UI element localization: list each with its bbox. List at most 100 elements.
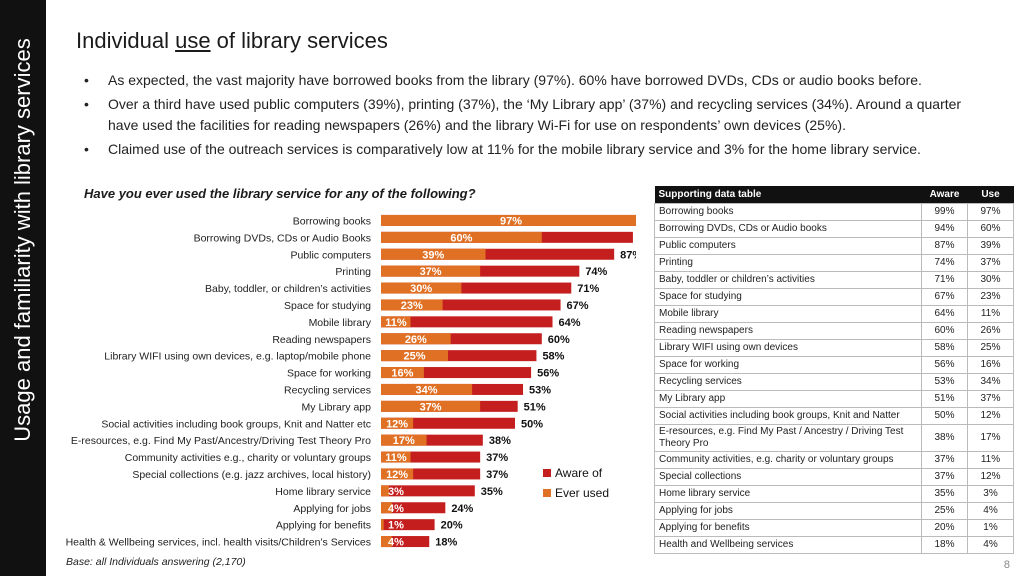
bar-used <box>381 316 411 328</box>
supporting-data-table: Supporting data table Aware Use Borrowin… <box>654 186 1014 554</box>
category-label: Applying for jobs <box>293 503 371 515</box>
table-row: Social activities including book groups,… <box>654 406 1014 425</box>
bar-aware <box>381 434 483 446</box>
table-row: Home library service 35% 3% <box>654 484 1014 503</box>
data-label-used: 17% <box>393 435 415 447</box>
bar-used <box>381 333 451 345</box>
data-label-used: 25% <box>403 351 425 363</box>
table-row: Space for working 56% 16% <box>654 355 1014 374</box>
table-cell-label: Health and Wellbeing services <box>654 535 922 554</box>
legend-item-aware: Aware of <box>543 466 609 480</box>
table-cell-aware: 53% <box>921 372 968 391</box>
data-label-used: 12% <box>386 469 408 481</box>
table-cell-label: Space for studying <box>654 287 922 306</box>
table-cell-aware: 25% <box>921 501 968 520</box>
bullet-item: As expected, the vast majority have borr… <box>84 70 984 91</box>
table-header-row: Supporting data table Aware Use <box>654 186 1014 203</box>
table-row: Library WIFI using own devices 58% 25% <box>654 338 1014 357</box>
data-label-used: 1% <box>388 520 404 532</box>
section-title: Usage and familiarity with library servi… <box>10 38 35 442</box>
data-label-used: 23% <box>401 300 423 312</box>
table-cell-aware: 38% <box>921 423 968 452</box>
category-label: Mobile library <box>309 317 372 329</box>
table-row: My Library app 51% 37% <box>654 389 1014 408</box>
data-label-aware: 24% <box>451 503 473 515</box>
data-label-aware: 87% <box>620 249 636 261</box>
bar-used <box>381 502 392 514</box>
legend-swatch-used <box>543 489 551 497</box>
category-label: E-resources, e.g. Find My Past/Ancestry/… <box>71 435 371 447</box>
table-cell-aware: 60% <box>921 321 968 340</box>
table-row: E-resources, e.g. Find My Past / Ancestr… <box>654 423 1014 452</box>
table-cell-use: 3% <box>967 484 1014 503</box>
legend-label-aware: Aware of <box>555 466 603 480</box>
bar-used <box>381 485 390 497</box>
category-label: Library WIFI using own devices, e.g. lap… <box>104 351 371 363</box>
table-cell-label: Recycling services <box>654 372 922 391</box>
table-row: Borrowing books 99% 97% <box>654 202 1014 221</box>
bar-aware <box>381 367 532 379</box>
table-header-use: Use <box>967 186 1014 203</box>
data-label-used: 34% <box>416 384 438 396</box>
data-label-used: 26% <box>405 334 427 346</box>
category-label: My Library app <box>302 401 372 413</box>
table-cell-use: 25% <box>967 338 1014 357</box>
category-label: Public computers <box>290 249 371 261</box>
table-row: Health and Wellbeing services 18% 4% <box>654 535 1014 554</box>
bar-aware <box>381 333 542 345</box>
data-label-used: 12% <box>386 418 408 430</box>
bar-used <box>381 451 411 463</box>
bar-used <box>381 350 448 362</box>
table-cell-use: 4% <box>967 501 1014 520</box>
data-label-aware: 20% <box>441 520 463 532</box>
data-label-used: 30% <box>410 283 432 295</box>
table-row: Public computers 87% 39% <box>654 236 1014 255</box>
title-pre: Individual <box>76 28 176 53</box>
table-cell-use: 60% <box>967 219 1014 238</box>
bar-aware <box>381 485 475 497</box>
category-label: Community activities e.g., charity or vo… <box>125 452 371 464</box>
title-underlined: use <box>175 28 211 53</box>
table-row: Special collections 37% 12% <box>654 467 1014 486</box>
bullet-item: Over a third have used public computers … <box>84 94 984 136</box>
base-note: Base: all Individuals answering (2,170) <box>66 556 246 568</box>
summary-bullets: As expected, the vast majority have borr… <box>84 70 984 163</box>
bar-aware <box>381 350 537 362</box>
category-label: Special collections (e.g. jazz archives,… <box>132 469 371 481</box>
bar-aware <box>381 536 430 548</box>
category-label: Applying for benefits <box>276 520 371 532</box>
bar-aware <box>381 451 481 463</box>
data-label-used: 11% <box>385 452 407 464</box>
side-band <box>0 0 46 576</box>
table-cell-use: 12% <box>967 406 1014 425</box>
table-cell-label: Space for working <box>654 355 922 374</box>
data-label-aware: 37% <box>486 469 508 481</box>
table-cell-use: 37% <box>967 253 1014 272</box>
data-label-used: 4% <box>388 537 404 549</box>
data-label-aware: 56% <box>537 368 559 380</box>
table-cell-use: 4% <box>967 535 1014 554</box>
table-cell-use: 37% <box>967 389 1014 408</box>
category-label: Baby, toddler, or children’s activities <box>205 283 371 295</box>
table-cell-label: Baby, toddler or children’s activities <box>654 270 922 289</box>
bar-aware <box>381 417 515 429</box>
table-cell-aware: 51% <box>921 389 968 408</box>
bar-used <box>381 248 486 260</box>
table-cell-aware: 20% <box>921 518 968 537</box>
table-cell-label: Library WIFI using own devices <box>654 338 922 357</box>
table-row: Recycling services 53% 34% <box>654 372 1014 391</box>
data-label-used: 37% <box>420 266 442 278</box>
table-cell-label: Reading newspapers <box>654 321 922 340</box>
category-label: Health & Wellbeing services, incl. healt… <box>66 537 371 549</box>
data-label-aware: 64% <box>559 317 581 329</box>
table-header-aware: Aware <box>921 186 968 203</box>
table-row: Mobile library 64% 11% <box>654 304 1014 323</box>
category-label: Borrowing books <box>293 215 371 227</box>
table-cell-aware: 18% <box>921 535 968 554</box>
category-label: Space for working <box>287 368 371 380</box>
table-cell-label: Applying for jobs <box>654 501 922 520</box>
category-label: Social activities including book groups,… <box>101 418 371 430</box>
table-cell-label: E-resources, e.g. Find My Past / Ancestr… <box>654 423 922 452</box>
data-label-aware: 35% <box>481 486 503 498</box>
